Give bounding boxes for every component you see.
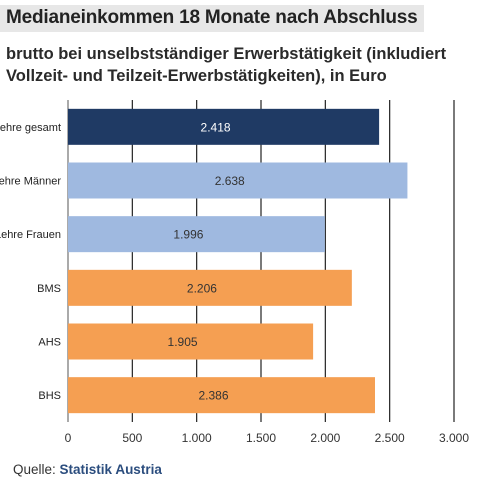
- chart-title: Medianeinkommen 18 Monate nach Abschluss: [6, 7, 418, 28]
- title-box: Medianeinkommen 18 Monate nach Abschluss: [0, 5, 424, 32]
- category-label: AHS: [38, 337, 61, 349]
- data-label: 2.386: [198, 389, 228, 403]
- data-label: 2.638: [215, 174, 245, 188]
- x-tick-label: 1.500: [246, 431, 276, 445]
- source-label: Quelle:: [13, 462, 56, 477]
- data-label: 1.996: [173, 228, 203, 242]
- category-label: BMS: [37, 283, 61, 295]
- x-tick-label: 2.000: [310, 431, 340, 445]
- bar: [68, 216, 325, 253]
- x-tick-label: 3.000: [439, 431, 469, 445]
- x-tick-label: 0: [65, 431, 72, 445]
- data-label: 1.905: [168, 335, 198, 349]
- source-line: Quelle: Statistik Austria: [13, 462, 162, 477]
- bar: [68, 323, 314, 360]
- bar-chart: 0 500 1.000 1.500 2.000 2.500 3.000 Lehre gesam…: [0, 100, 469, 445]
- bar: [68, 162, 408, 199]
- data-label: 2.206: [187, 281, 217, 295]
- source-name: Statistik Austria: [59, 462, 162, 477]
- x-tick-label: 1.000: [182, 431, 212, 445]
- category-label: Lehre Frauen: [0, 229, 61, 241]
- x-tick-label: 500: [122, 431, 142, 445]
- bar: [68, 269, 352, 306]
- chart-subtitle: brutto bei unselbstständiger Erwerbstäti…: [6, 45, 447, 85]
- x-tick-label: 2.500: [375, 431, 405, 445]
- bar: [68, 377, 375, 414]
- category-label: Lehre gesamt: [0, 122, 61, 134]
- bar: [68, 108, 380, 145]
- data-label: 2.418: [201, 120, 231, 134]
- category-label: Lehre Männer: [0, 176, 61, 188]
- category-label: BHS: [38, 390, 61, 402]
